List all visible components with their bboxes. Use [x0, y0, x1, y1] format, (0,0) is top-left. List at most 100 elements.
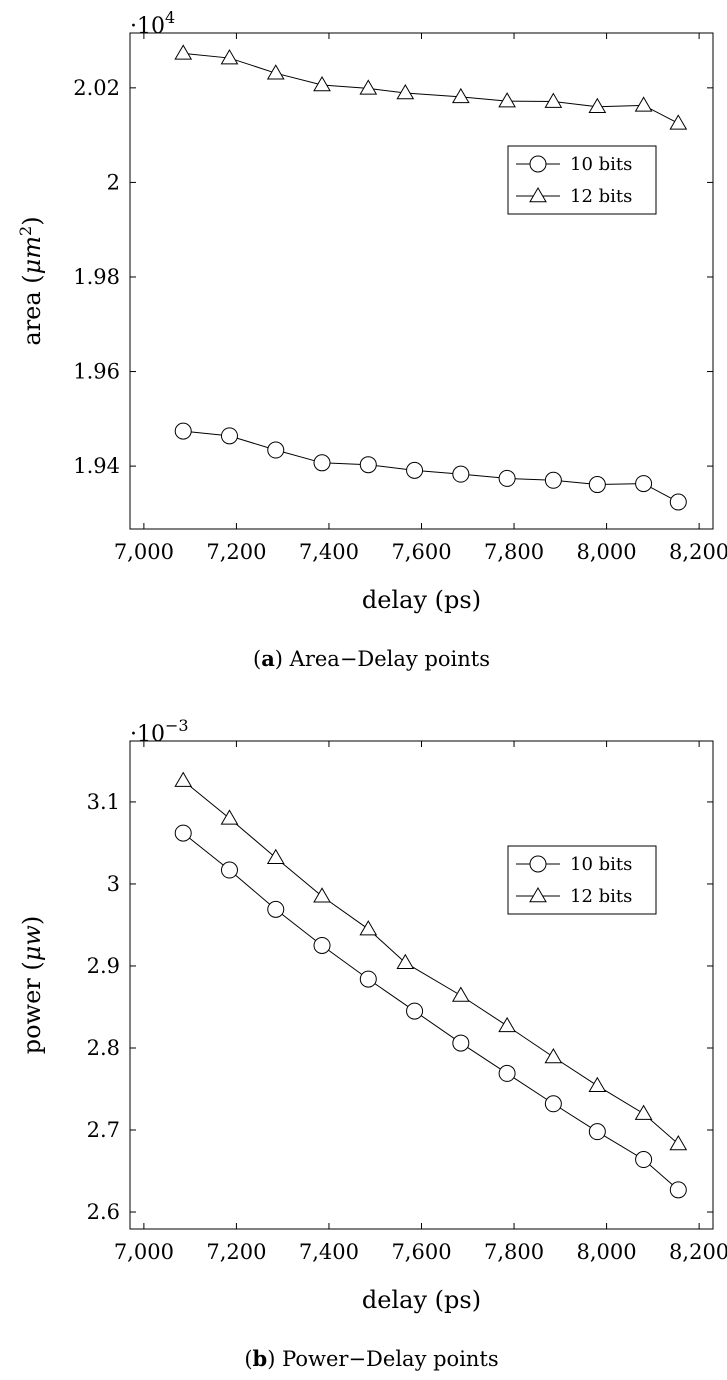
y-axis-unit: μm: [18, 236, 46, 274]
data-point: [544, 1095, 562, 1113]
data-point: [174, 44, 193, 60]
chart-power-delay: 7,000 7,200 7,400 7,600 7,800 8,000 8,200 2.6 2.…: [18, 716, 727, 1371]
y-tick-label: 1.98: [73, 265, 120, 289]
series-12-bits: [174, 44, 688, 130]
figure-caption: (b) Power−Delay points: [244, 1346, 498, 1371]
legend-circle-marker: [529, 855, 547, 873]
x-tick-label: 7,400: [299, 1240, 359, 1264]
series-line: [183, 52, 679, 124]
plot-frame: [129, 32, 714, 530]
data-point: [406, 1002, 424, 1020]
y-axis-label: area (μm2): [16, 216, 46, 345]
data-point: [220, 49, 239, 65]
legend: 10 bits 12 bits: [507, 845, 657, 915]
x-tick-label: 7,200: [206, 1240, 266, 1264]
y-exponent-power: −3: [165, 716, 189, 735]
y-tick-label: 2.9: [87, 954, 120, 978]
data-point: [313, 76, 331, 92]
plot-frame: [129, 740, 714, 1230]
data-point: [313, 887, 331, 903]
series-12-bits: [174, 771, 688, 1151]
legend-label: 10 bits: [570, 154, 632, 175]
data-point: [174, 771, 193, 787]
x-tick-label: 7,000: [114, 540, 174, 564]
x-tick-label: 8,000: [577, 1240, 637, 1264]
series-line: [183, 430, 679, 503]
data-point: [669, 493, 687, 511]
data-point: [452, 1034, 470, 1052]
data-point: [544, 92, 563, 108]
chart-area-delay: 7,000 7,200 7,400 7,600 7,800 8,000 8,200 1.94 1…: [16, 8, 727, 671]
caption-letter: a: [261, 646, 275, 671]
data-point: [406, 461, 424, 479]
x-tick-label: 7,600: [391, 540, 451, 564]
x-tick-label: 7,000: [114, 1240, 174, 1264]
x-tick-label: 8,200: [669, 1240, 727, 1264]
data-point: [635, 475, 653, 493]
legend-triangle-marker: [529, 887, 547, 903]
legend-circle-marker: [529, 155, 547, 173]
x-tick-label: 7,800: [484, 1240, 544, 1264]
y-tick-label: 3: [107, 872, 120, 896]
y-tick-label: 2.02: [73, 76, 120, 100]
data-point: [544, 471, 562, 489]
legend-entry: 12 bits: [516, 886, 632, 907]
series-10-bits: [174, 422, 687, 511]
y-axis-unit-exponent: 2: [16, 226, 35, 236]
data-point: [313, 936, 331, 954]
data-point: [669, 1181, 687, 1199]
data-point: [498, 1064, 516, 1082]
y-axis-unit: μw: [18, 925, 46, 962]
data-point: [588, 1123, 606, 1141]
y-tick-label: 2: [107, 170, 120, 194]
data-point: [174, 422, 192, 440]
data-point: [359, 456, 377, 474]
legend: 10 bits 12 bits: [507, 145, 657, 215]
data-point: [220, 809, 239, 825]
data-point: [634, 96, 653, 112]
y-tick-label: 2.7: [87, 1118, 120, 1142]
y-exponent-label: ·104: [130, 8, 175, 39]
data-point: [396, 953, 415, 969]
data-point: [669, 114, 688, 130]
x-tick-label: 8,200: [669, 540, 727, 564]
y-exponent-label: ·10−3: [130, 716, 189, 747]
legend-label: 12 bits: [570, 186, 632, 207]
y-tick-label: 3.1: [87, 790, 120, 814]
legend-entry: 12 bits: [516, 186, 632, 207]
data-point: [588, 97, 607, 114]
legend-entry: 10 bits: [516, 854, 632, 875]
x-tick-label: 8,000: [577, 540, 637, 564]
data-point: [498, 469, 516, 487]
data-point: [266, 848, 285, 864]
data-point: [498, 1016, 516, 1033]
data-point: [174, 824, 192, 842]
data-point: [669, 1134, 688, 1151]
data-point: [359, 970, 377, 988]
y-axis-label: power (μw): [18, 916, 46, 1055]
data-point: [220, 861, 238, 879]
data-point: [266, 64, 285, 80]
data-point: [396, 84, 415, 100]
legend-box: [507, 145, 657, 215]
data-point: [544, 1048, 563, 1064]
data-point: [635, 1151, 653, 1169]
x-tick-label: 7,200: [206, 540, 266, 564]
data-point: [359, 920, 378, 936]
figure-caption: (a) Area−Delay points: [253, 646, 490, 671]
y-tick-label: 2.8: [87, 1036, 120, 1060]
y-axis-label-close: ): [18, 216, 46, 225]
data-point: [452, 465, 470, 483]
legend-label: 10 bits: [570, 854, 632, 875]
x-tick-label: 7,400: [299, 540, 359, 564]
data-point: [634, 1104, 653, 1120]
data-point: [588, 1076, 607, 1092]
series-line: [182, 832, 679, 1191]
data-point: [313, 454, 331, 472]
x-tick-label: 7,800: [484, 540, 544, 564]
data-point: [359, 79, 378, 95]
x-tick-label: 7,600: [391, 1240, 451, 1264]
data-point: [267, 900, 285, 918]
data-point: [451, 986, 470, 1002]
